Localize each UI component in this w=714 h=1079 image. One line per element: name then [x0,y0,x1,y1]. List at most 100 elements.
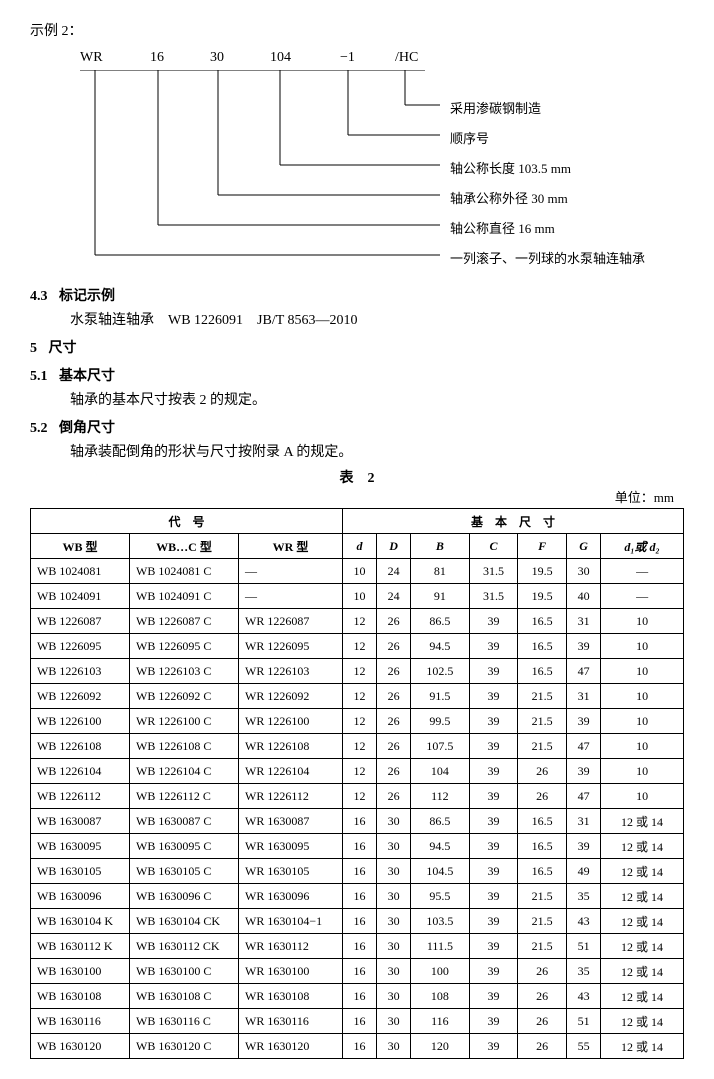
table-cell: 26 [377,734,411,759]
table-cell: 30 [377,984,411,1009]
table-cell: 19.5 [518,584,567,609]
table-row: WB 1630120WB 1630120 CWR 163012016301203… [31,1034,684,1059]
table-row: WB 1024091WB 1024091 C—10249131.519.540— [31,584,684,609]
table-header-row-2: WB 型 WB…C 型 WR 型 d D B C F G d₁或 d₂ [31,534,684,559]
table-cell: WR 1630100 [239,959,343,984]
table-header-row-1: 代 号 基 本 尺 寸 [31,509,684,534]
table-cell: 116 [411,1009,469,1034]
marking-example-text: 水泵轴连轴承 WB 1226091 JB/T 8563—2010 [70,309,684,329]
table-cell: WB 1630095 [31,834,130,859]
table-cell: WR 1226100 C [130,709,239,734]
table-cell: 26 [518,759,567,784]
table-cell: 12 或 14 [601,959,684,984]
header-code-group: 代 号 [31,509,343,534]
table-cell: 39 [469,684,518,709]
table-cell: WB 1630105 [31,859,130,884]
table-cell: WB 1630095 C [130,834,239,859]
table-row: WB 1226095WB 1226095 CWR 1226095122694.5… [31,634,684,659]
table-cell: 21.5 [518,734,567,759]
header-G: G [567,534,601,559]
table-cell: 31.5 [469,584,518,609]
table-cell: 16 [343,834,377,859]
table-row: WB 1226092WB 1226092 CWR 1226092122691.5… [31,684,684,709]
table-cell: 16.5 [518,659,567,684]
table-cell: 26 [377,609,411,634]
table-cell: 91.5 [411,684,469,709]
table-cell: WR 1226103 [239,659,343,684]
table-cell: 26 [518,784,567,809]
table-cell: 39 [469,709,518,734]
table-cell: 111.5 [411,934,469,959]
header-wb: WB 型 [31,534,130,559]
table-row: WB 1630087WB 1630087 CWR 1630087163086.5… [31,809,684,834]
table-cell: WR 1630116 [239,1009,343,1034]
diagram-code-hc: /HC [395,50,418,66]
table-cell: 39 [469,959,518,984]
table-cell: 99.5 [411,709,469,734]
header-wbc: WB…C 型 [130,534,239,559]
table-cell: WB 1630116 [31,1009,130,1034]
table-cell: 10 [601,609,684,634]
table-cell: 12 或 14 [601,1034,684,1059]
table-cell: WB 1024081 C [130,559,239,584]
table-cell: 30 [377,1034,411,1059]
table-row: WB 1630112 KWB 1630112 CKWR 163011216301… [31,934,684,959]
table-row: WB 1630095WB 1630095 CWR 1630095163094.5… [31,834,684,859]
table-cell: 16 [343,959,377,984]
table-cell: 26 [518,1009,567,1034]
table-cell: 26 [377,659,411,684]
table-cell: 10 [601,784,684,809]
table-cell: 104.5 [411,859,469,884]
table-cell: — [601,584,684,609]
table-row: WB 1630105WB 1630105 CWR 16301051630104.… [31,859,684,884]
table-cell: WB 1630120 C [130,1034,239,1059]
table-cell: 86.5 [411,809,469,834]
table-cell: 12 或 14 [601,934,684,959]
table-cell: 39 [469,1009,518,1034]
table-cell: 30 [377,809,411,834]
section-4-3-num: 4.3 [30,289,48,304]
designation-diagram: WR 16 30 104 −1 /HC 采用渗碳钢制造 顺序号 轴公称长度 10… [80,50,684,270]
table-cell: 12 或 14 [601,984,684,1009]
table-row: WB 1226112WB 1226112 CWR 122611212261123… [31,784,684,809]
table-cell: WB 1226092 C [130,684,239,709]
table-cell: 39 [567,634,601,659]
table-cell: 104 [411,759,469,784]
table-row: WB 1630100WB 1630100 CWR 163010016301003… [31,959,684,984]
table-row: WB 1024081WB 1024081 C—10248131.519.530— [31,559,684,584]
diagram-label-seq: 顺序号 [450,128,489,147]
table-cell: 39 [469,934,518,959]
table-cell: WB 1226104 [31,759,130,784]
table-cell: WB 1630108 [31,984,130,1009]
diagram-lines [80,70,680,270]
table-cell: 26 [518,984,567,1009]
section-5-2-num: 5.2 [30,421,48,436]
table-cell: 35 [567,884,601,909]
table-cell: WR 1226095 [239,634,343,659]
section-4-3-title: 标记示例 [59,289,115,304]
table-row: WB 1630116WB 1630116 CWR 163011616301163… [31,1009,684,1034]
table-cell: WR 1630108 [239,984,343,1009]
table-cell: 16.5 [518,834,567,859]
table-cell: 26 [377,784,411,809]
table-cell: 19.5 [518,559,567,584]
table-cell: 86.5 [411,609,469,634]
table-cell: WR 1630096 [239,884,343,909]
table-cell: 51 [567,1009,601,1034]
table-cell: WB 1024091 C [130,584,239,609]
table-cell: 94.5 [411,634,469,659]
table-cell: 24 [377,584,411,609]
table-cell: 12 [343,684,377,709]
diagram-label-shaft-d: 轴公称直径 16 mm [450,218,555,237]
section-5-1-title: 基本尺寸 [59,369,115,384]
table-cell: WB 1024081 [31,559,130,584]
table-cell: 12 [343,784,377,809]
table-cell: 39 [469,909,518,934]
table-cell: 39 [469,834,518,859]
table-cell: 10 [343,584,377,609]
table-cell: WB 1630104 K [31,909,130,934]
table-cell: 21.5 [518,934,567,959]
diagram-code-wr: WR [80,50,103,66]
table-cell: WB 1630108 C [130,984,239,1009]
table-cell: WB 1630096 [31,884,130,909]
